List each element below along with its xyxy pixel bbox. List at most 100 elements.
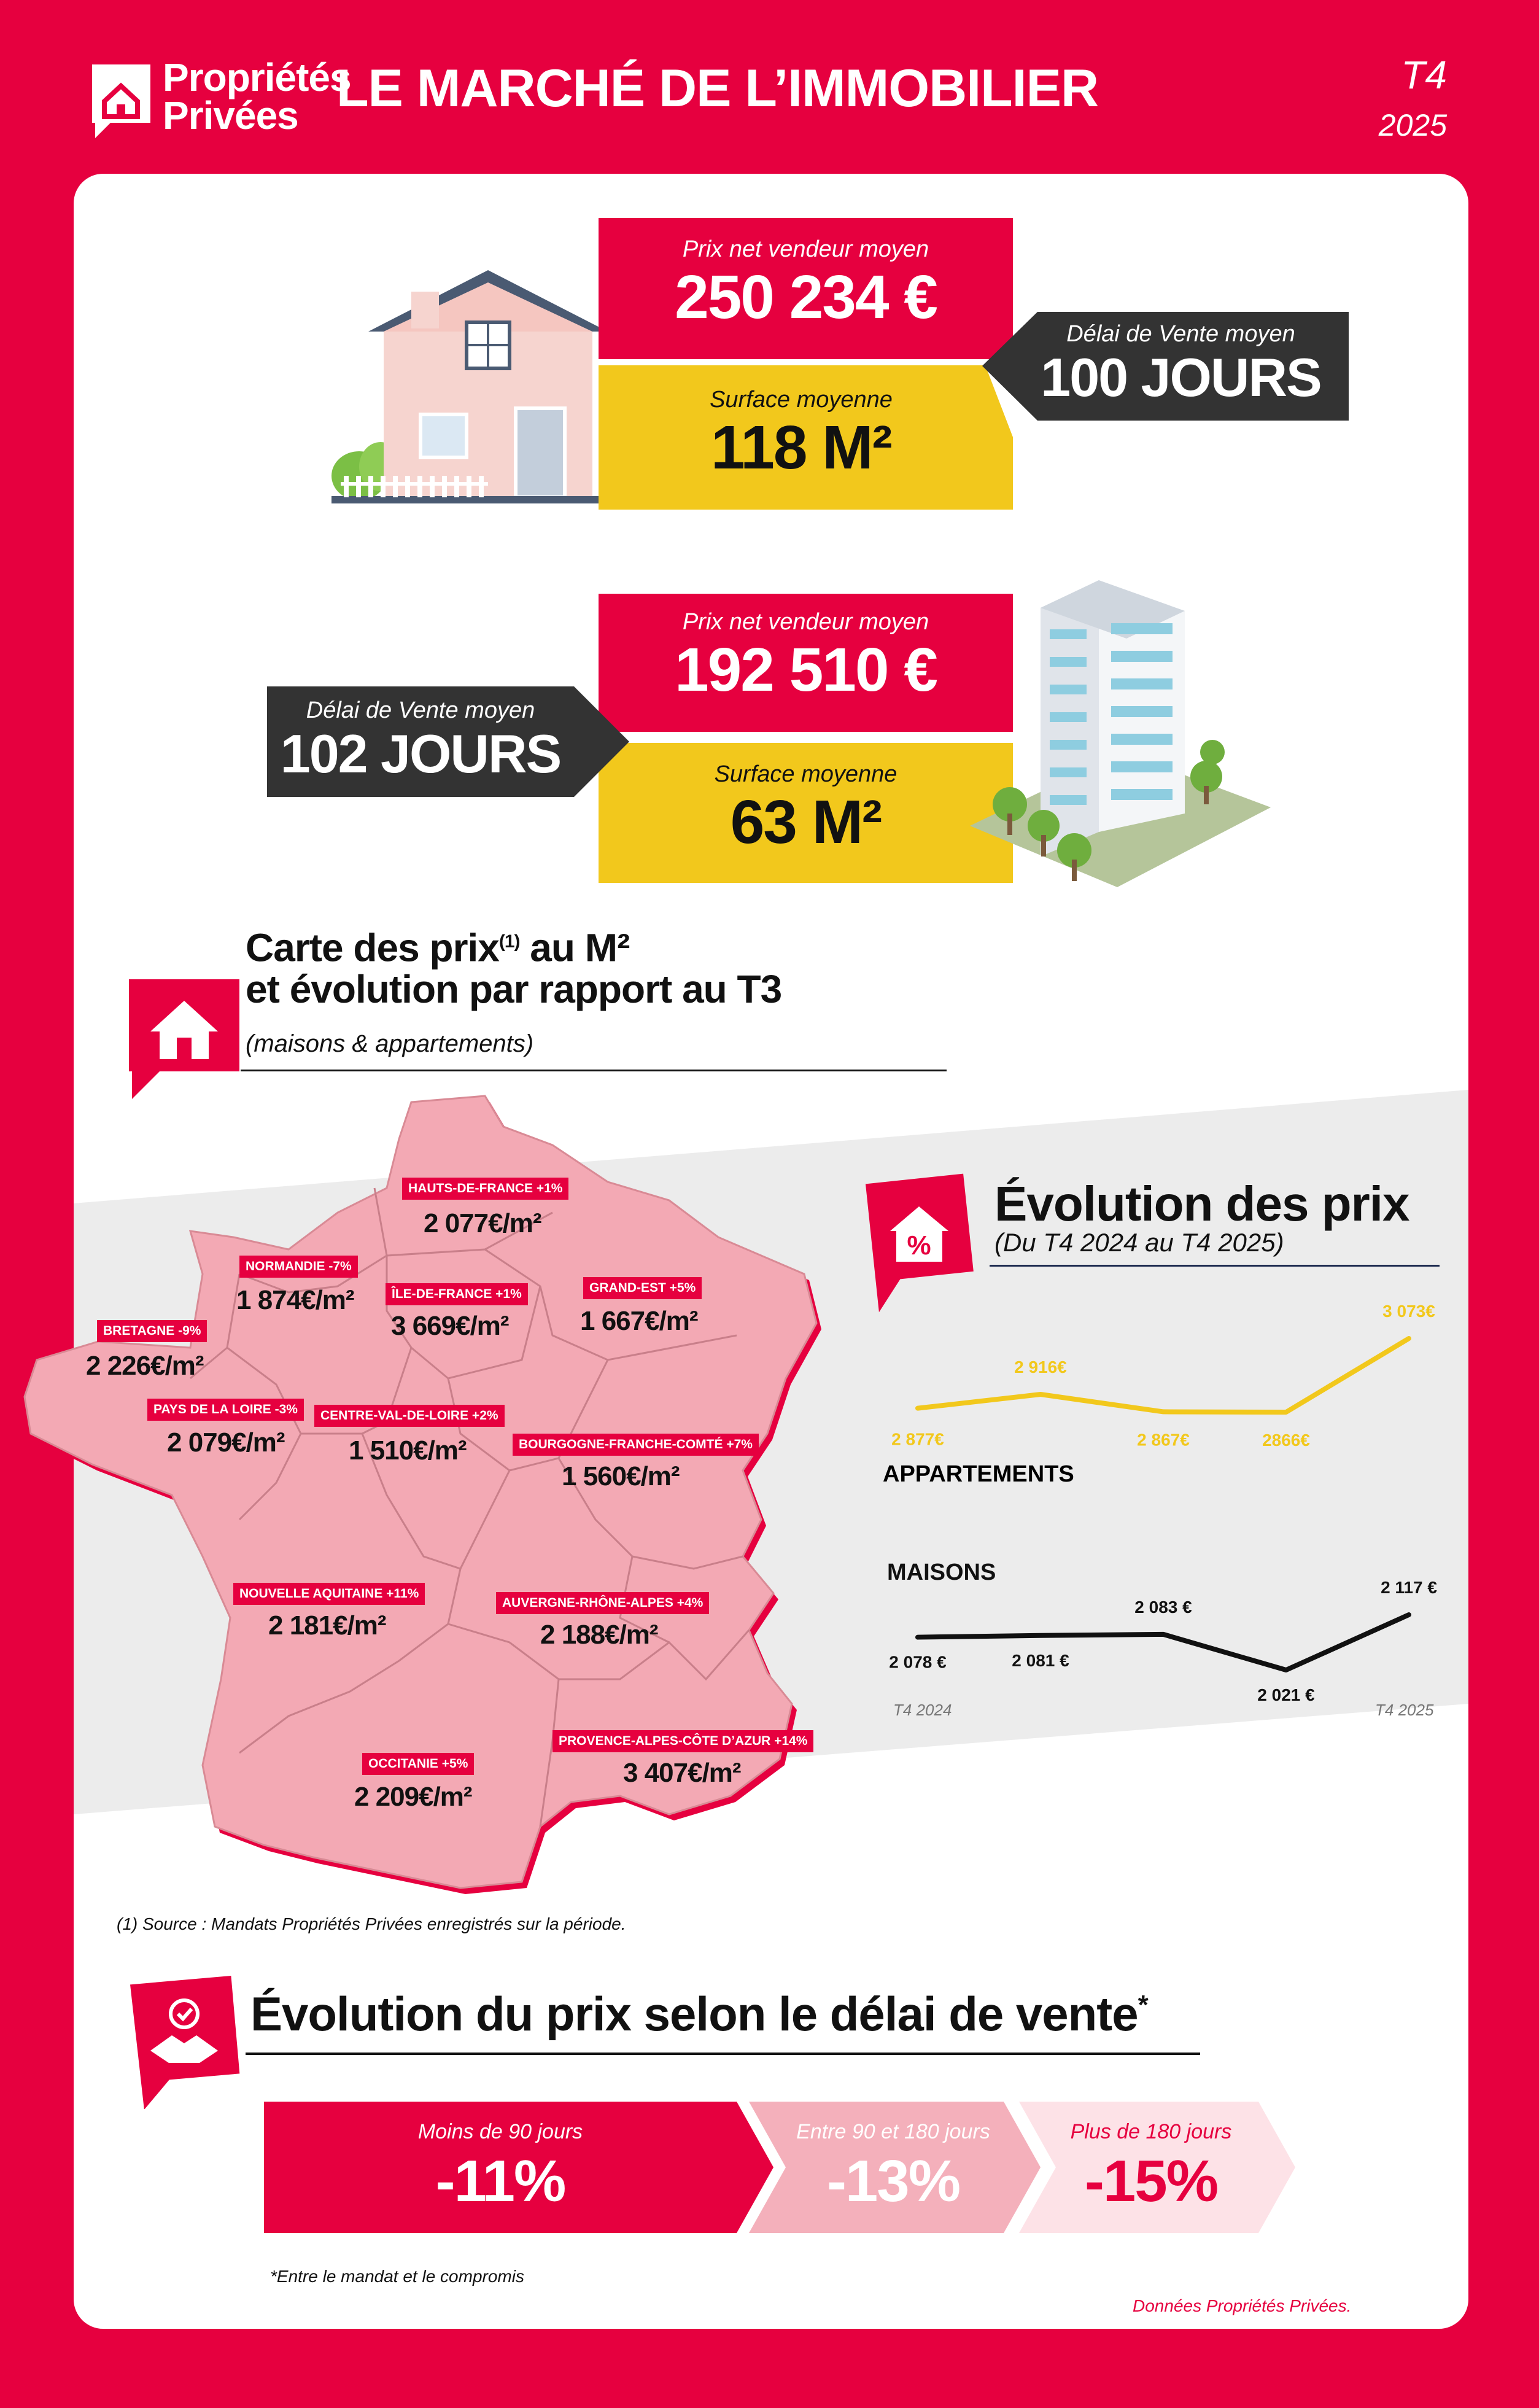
apartment-delay-shape — [267, 686, 629, 797]
house-price-box: Prix net vendeur moyen 250 234 € — [599, 218, 1013, 359]
apartments-data-label: 2866€ — [1262, 1431, 1310, 1450]
apartment-price-value: 192 510 € — [675, 635, 938, 704]
delay-footnote: *Entre le mandat et le compromis — [270, 2267, 524, 2286]
house-delay-label: Délai de Vente moyen — [1066, 321, 1295, 347]
map-title-sup: (1) — [498, 931, 521, 952]
map-subtitle: (maisons & appartements) — [246, 1030, 534, 1057]
apartments-data-label: 2 867€ — [1137, 1430, 1190, 1449]
apartment-surface-label: Surface moyenne — [714, 761, 897, 787]
delay-title-mark: * — [1138, 1990, 1149, 2020]
region-tag-bretagne: BRETAGNE -9% — [97, 1320, 207, 1342]
region-price-bourgogne-franche-comte: 1 560€/m² — [562, 1461, 680, 1491]
apartment-surface-box: Surface moyenne 63 M² — [599, 743, 1013, 883]
delay-segment-label: Moins de 90 jours — [417, 2120, 583, 2143]
apartment-delay-label: Délai de Vente moyen — [306, 697, 535, 723]
region-tag-provence-alpes-cote-dazur: PROVENCE-ALPES-CÔTE D’AZUR +14% — [552, 1730, 814, 1752]
evolution-subtitle: (Du T4 2024 au T4 2025) — [994, 1228, 1284, 1257]
region-tag-grand-est: GRAND-EST +5% — [583, 1277, 702, 1299]
house-delay-box: Délai de Vente moyen 100 JOURS — [1013, 312, 1349, 421]
apartments-series-label: APPARTEMENTS — [883, 1461, 1074, 1487]
apartment-price-box: Prix net vendeur moyen 192 510 € — [599, 594, 1013, 732]
house-surface-label: Surface moyenne — [710, 387, 893, 413]
delay-title-text: Évolution du prix selon le délai de vent… — [250, 1987, 1139, 2041]
map-title-underline — [241, 1070, 947, 1071]
apartments-data-label: 2 877€ — [891, 1430, 944, 1449]
region-tag-nouvelle-aquitaine: NOUVELLE AQUITAINE +11% — [233, 1583, 425, 1605]
region-tag-ile-de-france: ÎLE-DE-FRANCE +1% — [386, 1283, 528, 1305]
house-bubble-icon — [129, 979, 239, 1099]
delay-section-title: Évolution du prix selon le délai de vent… — [250, 1986, 1149, 2042]
house-surface-value: 118 M² — [711, 413, 893, 482]
delay-segment-label: Entre 90 et 180 jours — [796, 2120, 990, 2143]
region-price-centre-val-de-loire: 1 510€/m² — [349, 1435, 467, 1466]
region-price-provence-alpes-cote-dazur: 3 407€/m² — [623, 1758, 742, 1788]
map-title-part1: Carte des prix — [246, 925, 500, 970]
delay-segment-value: -15% — [1084, 2148, 1219, 2214]
map-section-title: Carte des prix(1) au M² et évolution par… — [246, 921, 782, 1012]
region-tag-pays-de-la-loire: PAYS DE LA LOIRE -3% — [147, 1399, 304, 1421]
evolution-chart: 2 877€ 2 916€ 2 867€ 2866€ 3 073€ 2 078 € 2 08… — [889, 1302, 1437, 1704]
region-price-hauts-de-france: 2 077€/m² — [424, 1208, 542, 1238]
handshake-bubble-icon — [130, 1975, 240, 2109]
brand-name: Propriétés Privées — [163, 55, 352, 138]
delay-segment-over-180: Plus de 180 jours -15% — [1044, 2102, 1258, 2233]
apartment-price-label: Prix net vendeur moyen — [682, 609, 929, 635]
region-price-bretagne: 2 226€/m² — [86, 1351, 204, 1381]
region-price-nouvelle-aquitaine: 2 181€/m² — [268, 1610, 387, 1641]
logo-icon — [92, 64, 150, 138]
houses-data-label: 2 081 € — [1012, 1651, 1069, 1670]
region-tag-occitanie: OCCITANIE +5% — [362, 1753, 475, 1775]
evolution-title: Évolution des prix — [994, 1176, 1409, 1231]
delay-title-underline — [246, 2053, 1200, 2055]
region-price-grand-est: 1 667€/m² — [580, 1306, 699, 1336]
year-label: 2025 — [1378, 108, 1447, 142]
region-price-pays-de-la-loire: 2 079€/m² — [167, 1427, 285, 1458]
percent-house-bubble-icon: % — [865, 1173, 974, 1313]
apartments-data-label: 2 916€ — [1014, 1357, 1067, 1377]
houses-series-line — [915, 1612, 1411, 1672]
delay-segment-value: -13% — [826, 2148, 961, 2214]
region-price-auvergne-rhone-alpes: 2 188€/m² — [540, 1620, 659, 1650]
houses-data-label: 2 117 € — [1381, 1578, 1437, 1597]
x-axis-end-label: T4 2025 — [1375, 1701, 1434, 1719]
map-title-line2: et évolution par rapport au T3 — [246, 967, 782, 1012]
house-price-value: 250 234 € — [675, 263, 938, 332]
x-axis-start-label: T4 2024 — [893, 1701, 952, 1719]
arrow-over-180 — [1019, 2102, 1295, 2233]
delay-segment-value: -11% — [435, 2148, 567, 2214]
region-price-normandie: 1 874€/m² — [236, 1285, 355, 1315]
house-surface-shape — [599, 365, 1013, 510]
house-illustration — [331, 270, 620, 503]
houses-data-label: 2 083 € — [1134, 1598, 1192, 1617]
apartment-delay-value: 102 JOURS — [280, 723, 562, 784]
page-title: LE MARCHÉ DE L’IMMOBILIER — [336, 59, 1099, 118]
brand-line-2: Privées — [163, 93, 299, 138]
region-tag-auvergne-rhone-alpes: AUVERGNE-RHÔNE-ALPES +4% — [496, 1592, 710, 1614]
region-tag-centre-val-de-loire: CENTRE-VAL-DE-LOIRE +2% — [314, 1405, 505, 1427]
map-title-part2: au M² — [519, 925, 630, 970]
arrow-under-90 — [264, 2102, 773, 2233]
delay-segment-under-90: Moins de 90 jours -11% — [264, 2102, 737, 2233]
houses-data-label: 2 078 € — [889, 1653, 947, 1672]
houses-data-label: 2 021 € — [1257, 1685, 1315, 1704]
brand-line-1: Propriétés — [163, 55, 352, 99]
house-delay-shape — [982, 312, 1349, 421]
apartments-series-line — [915, 1336, 1411, 1415]
house-delay-value: 100 JOURS — [1041, 347, 1322, 408]
apartments-data-label: 3 073€ — [1382, 1302, 1435, 1321]
apartment-delay-box: Délai de Vente moyen 102 JOURS — [267, 686, 574, 797]
house-price-label: Prix net vendeur moyen — [682, 236, 929, 262]
region-tag-bourgogne-franche-comte: BOURGOGNE-FRANCHE-COMTÉ +7% — [513, 1434, 759, 1456]
quarter-label: T4 — [1401, 53, 1447, 97]
data-source: Données Propriétés Privées. — [1133, 2296, 1352, 2315]
map-footnote: (1) Source : Mandats Propriétés Privées … — [117, 1914, 626, 1933]
svg-text:%: % — [907, 1230, 931, 1260]
arrow-90-180 — [749, 2102, 1041, 2233]
brand-logo[interactable]: Propriétés Privées — [86, 58, 368, 144]
apartment-surface-value: 63 M² — [730, 788, 883, 856]
house-surface-box: Surface moyenne 118 M² — [599, 365, 1004, 510]
delay-segment-90-180: Entre 90 et 180 jours -13% — [773, 2102, 1013, 2233]
region-tag-normandie: NORMANDIE -7% — [239, 1256, 358, 1278]
delay-segment-label: Plus de 180 jours — [1070, 2120, 1232, 2143]
region-tag-hauts-de-france: HAUTS-DE-FRANCE +1% — [402, 1178, 569, 1200]
